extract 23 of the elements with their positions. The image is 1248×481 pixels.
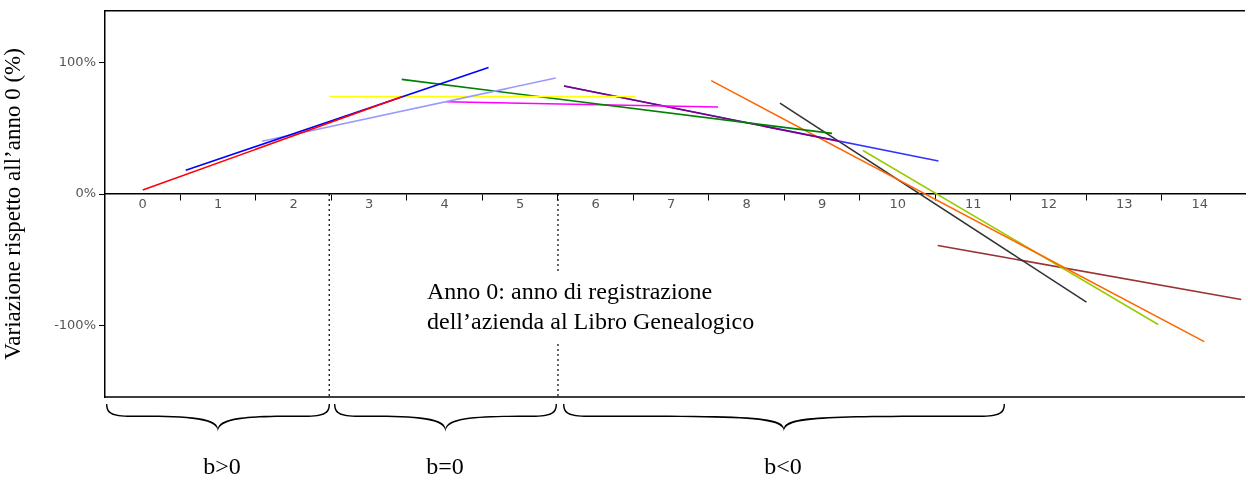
y-axis-title: Variazione rispetto all’anno 0 (%) <box>0 48 25 360</box>
y-tick-label: -100% <box>54 317 96 333</box>
x-tick-label: 10 <box>889 196 906 212</box>
x-tick-label: 9 <box>818 196 827 212</box>
x-tick-label: 2 <box>289 196 298 212</box>
x-tick-label: 5 <box>516 196 525 212</box>
y-tick-label: 100% <box>58 53 96 69</box>
text: b>0 <box>203 452 241 480</box>
x-tick-label: 8 <box>742 196 751 212</box>
x-tick-label: 6 <box>591 196 600 212</box>
x-tick-label: 3 <box>365 196 374 212</box>
x-tick-label: 13 <box>1115 196 1133 212</box>
x-tick-label: 7 <box>667 196 676 212</box>
annotation: Anno 0: anno di registrazione dell’azienda al Libro Genealogico <box>405 272 775 344</box>
x-tick-label: 14 <box>1191 196 1208 212</box>
text: b<0 <box>764 452 802 480</box>
x-tick-label: 4 <box>440 196 449 212</box>
x-tick-label: 0 <box>138 196 147 212</box>
x-tick-label: 1 <box>214 196 223 212</box>
x-tick-label: 12 <box>1040 196 1057 212</box>
y-tick-label: 0% <box>75 185 96 201</box>
x-tick-label: 11 <box>964 196 982 212</box>
text: b=0 <box>426 452 464 480</box>
